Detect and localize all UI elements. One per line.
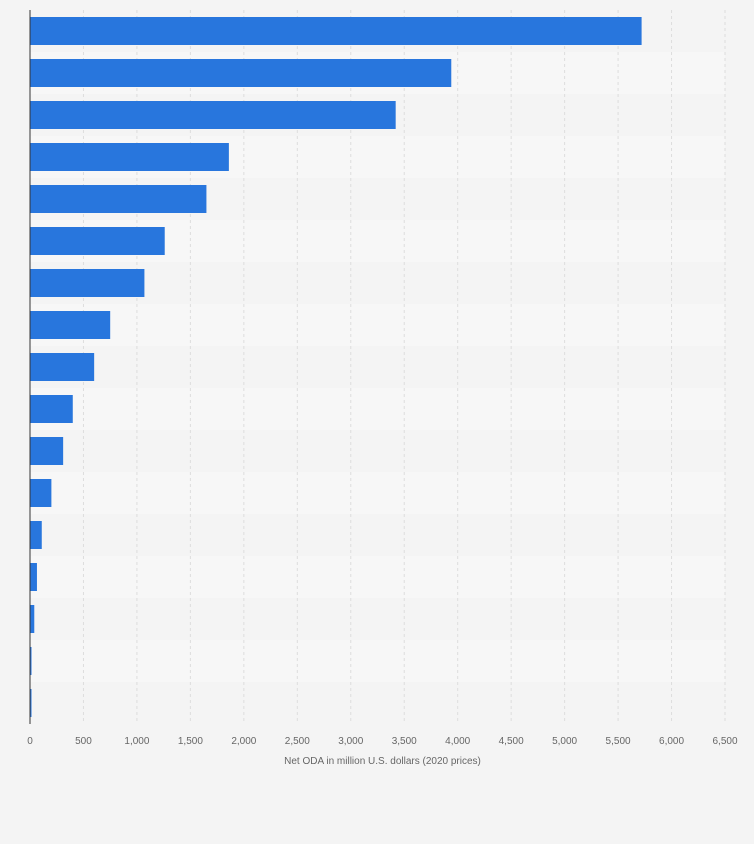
bar[interactable] xyxy=(30,689,32,717)
bar[interactable] xyxy=(30,521,42,549)
x-tick-label: 4,500 xyxy=(499,736,524,747)
bar[interactable] xyxy=(30,479,52,507)
row-band xyxy=(30,682,725,724)
row-band xyxy=(30,640,725,682)
bar[interactable] xyxy=(30,101,396,129)
bar[interactable] xyxy=(30,269,145,297)
x-tick-label: 4,000 xyxy=(445,736,470,747)
x-tick-label: 1,000 xyxy=(124,736,149,747)
row-band xyxy=(30,430,725,472)
row-band xyxy=(30,388,725,430)
bar[interactable] xyxy=(30,311,111,339)
row-band xyxy=(30,304,725,346)
bar[interactable] xyxy=(30,563,37,591)
x-tick-label: 0 xyxy=(27,736,33,747)
row-band xyxy=(30,262,725,304)
bar[interactable] xyxy=(30,59,452,87)
row-band xyxy=(30,346,725,388)
x-tick-labels: 0 500 1,000 1,500 2,000 2,500 3,000 3,500 4,000 4… xyxy=(27,736,738,747)
bar[interactable] xyxy=(30,647,32,675)
bar[interactable] xyxy=(30,605,35,633)
bar[interactable] xyxy=(30,17,642,45)
x-tick-label: 5,500 xyxy=(606,736,631,747)
x-tick-label: 3,500 xyxy=(392,736,417,747)
bar[interactable] xyxy=(30,353,95,381)
x-tick-label: 5,000 xyxy=(552,736,577,747)
bar[interactable] xyxy=(30,227,165,255)
bars xyxy=(30,17,642,717)
x-tick-label: 1,500 xyxy=(178,736,203,747)
row-band xyxy=(30,598,725,640)
gridlines xyxy=(82,10,726,724)
x-tick-label: 2,000 xyxy=(231,736,256,747)
x-tick-label: 6,500 xyxy=(712,736,737,747)
row-band xyxy=(30,472,725,514)
row-band xyxy=(30,556,725,598)
x-tick-label: 6,000 xyxy=(659,736,684,747)
bar[interactable] xyxy=(30,395,73,423)
bar[interactable] xyxy=(30,143,229,171)
x-tick-label: 500 xyxy=(75,736,92,747)
row-band xyxy=(30,514,725,556)
x-tick-label: 3,000 xyxy=(338,736,363,747)
x-axis-title: Net ODA in million U.S. dollars (2020 pr… xyxy=(284,756,481,767)
bar[interactable] xyxy=(30,185,207,213)
x-tick-label: 2,500 xyxy=(285,736,310,747)
bar[interactable] xyxy=(30,437,64,465)
